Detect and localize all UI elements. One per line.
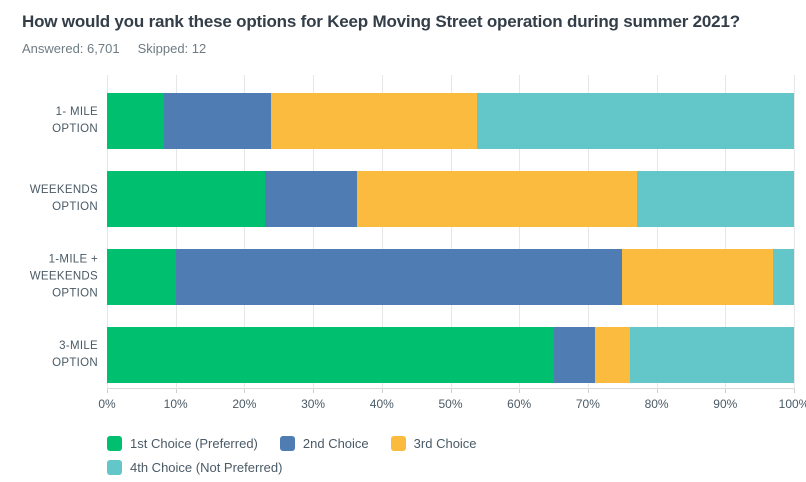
gridline [244, 75, 246, 389]
legend-swatch [279, 436, 295, 451]
bar-segment-1st-choice-preferred[interactable] [107, 327, 555, 383]
x-tick-label: 20% [232, 397, 257, 411]
gridline [107, 75, 108, 389]
bar-row-1-mile-weekends-option [107, 249, 794, 305]
gridline [794, 75, 795, 389]
bar-segment-1st-choice-preferred[interactable] [107, 93, 165, 149]
legend-item-3rd-choice[interactable]: 3rd Choice [390, 436, 477, 451]
bar-segment-4th-choice-not-preferred[interactable] [636, 171, 794, 227]
response-stats: Answered: 6,701 Skipped: 12 [22, 41, 206, 56]
gridline [450, 75, 452, 389]
x-tick-label: 50% [438, 397, 463, 411]
bar-segment-2nd-choice[interactable] [164, 93, 272, 149]
gridline [725, 75, 727, 389]
x-tick-label: 90% [713, 397, 738, 411]
x-tick-label: 100% [778, 397, 806, 411]
bar-segment-4th-choice-not-preferred[interactable] [773, 249, 794, 305]
x-axis-tickmark [107, 389, 108, 393]
legend-item-2nd-choice[interactable]: 2nd Choice [279, 436, 369, 451]
gridline [381, 75, 383, 389]
legend-swatch [390, 436, 406, 451]
x-axis-tickmark [244, 389, 246, 393]
category-axis: 1- MILE OPTION WEEKENDS OPTION 1-MILE + WEEKE… [0, 75, 100, 389]
bar-segment-3rd-choice[interactable] [271, 93, 478, 149]
category-label-3-mile-option: 3-MILE OPTION [52, 340, 98, 369]
x-axis-tickmark [313, 389, 315, 393]
bar-segment-2nd-choice[interactable] [265, 171, 358, 227]
category-label-1-mile-option: 1- MILE OPTION [52, 106, 98, 135]
bar-segment-2nd-choice[interactable] [554, 327, 596, 383]
x-axis-tickmark [794, 389, 795, 393]
bar-segment-1st-choice-preferred[interactable] [107, 171, 265, 227]
question-title: How would you rank these options for Kee… [22, 12, 740, 31]
bar-segment-3rd-choice[interactable] [621, 249, 774, 305]
gridline [519, 75, 521, 389]
x-tick-label: 60% [507, 397, 532, 411]
legend-swatch [107, 460, 122, 475]
x-tick-label: 80% [644, 397, 669, 411]
bar-row-3-mile-option [107, 327, 794, 383]
x-axis-tickmark [656, 389, 658, 393]
legend-label: 3rd Choice [413, 436, 477, 451]
bar-segment-2nd-choice[interactable] [175, 249, 622, 305]
gridline [313, 75, 315, 389]
x-axis-tickmark [175, 389, 177, 393]
plot-area: 0% 10% 20% 30% 40% 50% 60% 70% 80% 90% 100% [98, 75, 806, 411]
x-axis-tickmark [519, 389, 521, 393]
x-tick-label: 10% [163, 397, 188, 411]
answered-count: Answered: 6,701 [22, 41, 120, 56]
bar-segment-1st-choice-preferred[interactable] [107, 249, 176, 305]
bar-row-weekends-option [107, 171, 794, 227]
x-axis-tickmark [725, 389, 727, 393]
bar-segment-4th-choice-not-preferred[interactable] [630, 327, 794, 383]
bar-segment-3rd-choice[interactable] [357, 171, 637, 227]
legend-label: 1st Choice (Preferred) [130, 436, 258, 451]
x-axis-tickmark [587, 389, 589, 393]
gridline [175, 75, 177, 389]
legend-label: 4th Choice (Not Preferred) [130, 460, 283, 475]
x-tick-label: 30% [301, 397, 326, 411]
category-label-1-mile-weekends-option: 1-MILE + WEEKENDS OPTION [29, 253, 98, 300]
x-tick-label: 70% [575, 397, 600, 411]
x-axis-tickmark [381, 389, 383, 393]
legend-swatch [107, 436, 122, 451]
bar-segment-3rd-choice[interactable] [595, 327, 631, 383]
bar-segment-4th-choice-not-preferred[interactable] [477, 93, 794, 149]
category-label-weekends-option: WEEKENDS OPTION [29, 184, 98, 213]
skipped-count: Skipped: 12 [137, 41, 207, 56]
bar-row-1-mile-option [107, 93, 794, 149]
legend-item-4th-choice-not-preferred[interactable]: 4th Choice (Not Preferred) [107, 460, 282, 475]
gridline [587, 75, 589, 389]
x-axis-tickmark [450, 389, 452, 393]
gridline [656, 75, 658, 389]
x-tick-label: 0% [98, 397, 116, 411]
x-tick-label: 40% [369, 397, 394, 411]
legend-label: 2nd Choice [302, 436, 369, 451]
legend-item-1st-choice-preferred[interactable]: 1st Choice (Preferred) [107, 436, 258, 451]
chart-legend: 1st Choice (Preferred) 2nd Choice 3rd Choi… [107, 436, 627, 475]
